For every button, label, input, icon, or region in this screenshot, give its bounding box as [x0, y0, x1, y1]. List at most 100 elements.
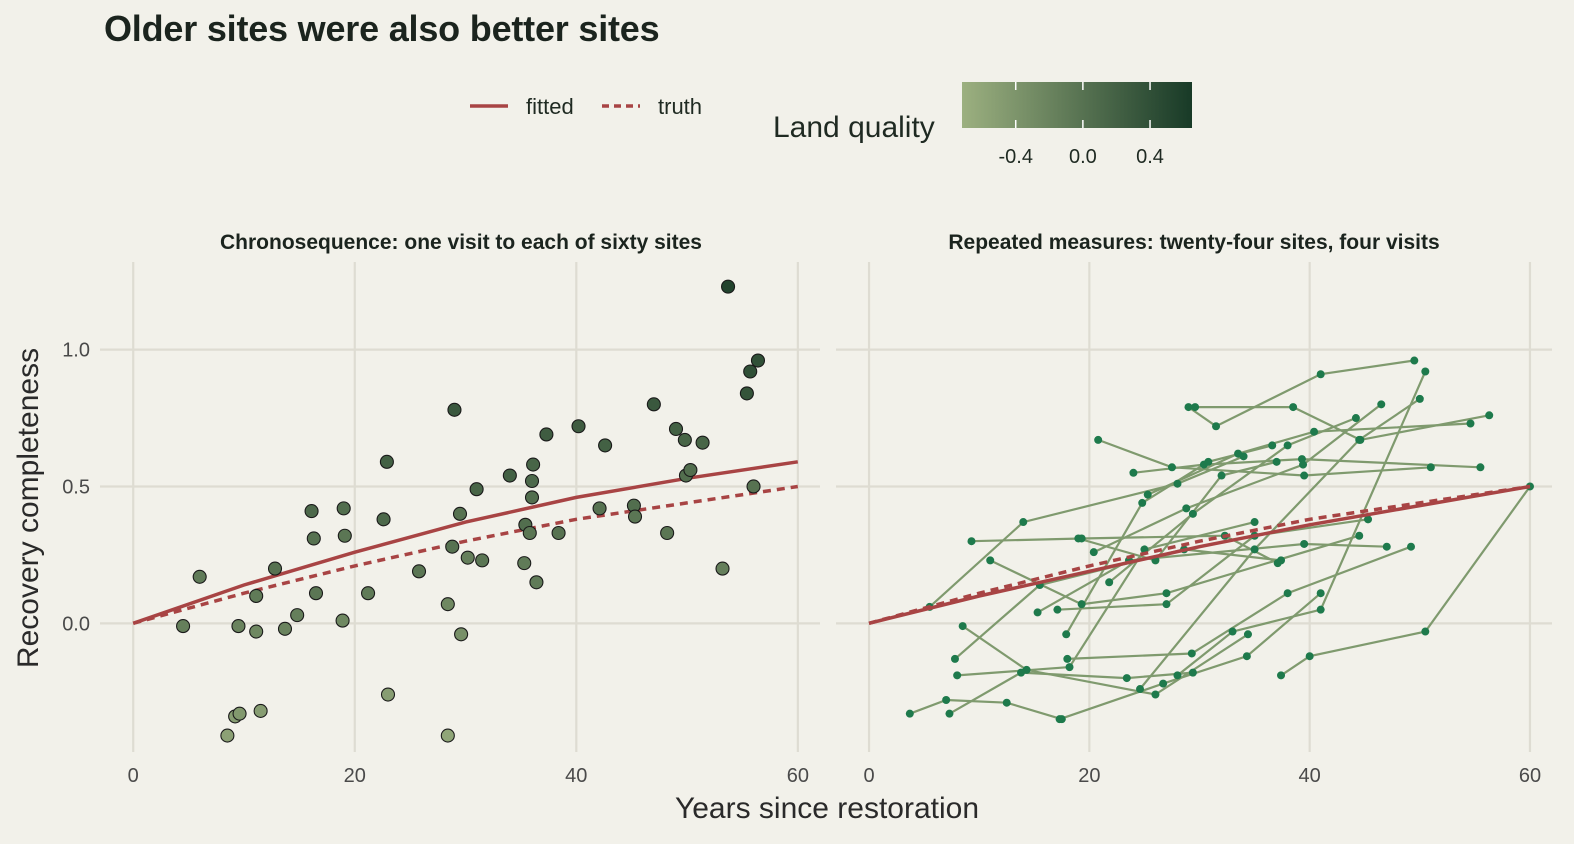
visit-point: [1065, 663, 1074, 672]
site-point: [746, 479, 761, 494]
site-trajectory: [962, 625, 1249, 696]
visit-point: [1184, 403, 1193, 412]
visit-point: [1476, 463, 1485, 472]
site-point: [646, 397, 661, 412]
visit-point: [1382, 542, 1391, 551]
site-point: [677, 432, 692, 447]
visit-point: [1167, 463, 1176, 472]
site-point: [440, 728, 455, 743]
site-point: [308, 586, 324, 601]
visit-point: [1074, 534, 1083, 543]
visit-point: [1316, 605, 1325, 614]
visit-point: [1421, 627, 1430, 636]
site-point: [721, 279, 736, 294]
site-point: [743, 364, 758, 379]
colorbar-legend: Land quality -0.4 0.0 0.4: [773, 82, 1192, 168]
visit-point: [1191, 403, 1200, 412]
site-trajectory: [1093, 403, 1382, 554]
site-point: [447, 402, 462, 417]
site-point: [524, 490, 540, 505]
visit-point: [967, 537, 976, 546]
visit-point: [1377, 400, 1386, 409]
visit-point: [1022, 665, 1031, 674]
visit-point: [1129, 468, 1138, 477]
visit-point: [1305, 652, 1314, 661]
site-point: [440, 597, 455, 612]
visit-point: [945, 709, 954, 718]
site-trajectory: [1037, 542, 1387, 614]
visit-point: [1136, 685, 1145, 694]
colorbar-title: Land quality: [773, 111, 935, 144]
x-tick-label: 40: [1299, 765, 1321, 787]
visit-point: [950, 654, 959, 663]
site-point: [231, 619, 246, 634]
site-point: [452, 506, 468, 521]
site-point: [522, 525, 537, 541]
visit-point: [1234, 449, 1243, 458]
site-point: [750, 353, 766, 368]
site-point: [695, 435, 710, 450]
site-trajectory: [1187, 359, 1415, 428]
panel-title: Chronosequence: one visit to each of six…: [220, 231, 702, 254]
visit-point: [1300, 471, 1309, 480]
visit-point: [1243, 630, 1252, 639]
visit-point: [1162, 600, 1171, 609]
visit-point: [1105, 578, 1114, 587]
visit-point: [1316, 589, 1325, 598]
visit-point: [1268, 441, 1277, 450]
x-tick-label: 0: [128, 765, 139, 787]
repeated-measures-panel: Repeated measures: twenty-four sites, fo…: [836, 231, 1552, 787]
site-point: [739, 386, 754, 401]
site-point: [411, 564, 427, 579]
visit-point: [1138, 498, 1147, 507]
site-trajectory: [1067, 545, 1412, 660]
visit-point: [1466, 419, 1475, 428]
visit-point: [1277, 671, 1286, 680]
site-point: [524, 473, 540, 489]
visit-point: [1173, 671, 1182, 680]
visit-point: [1019, 518, 1028, 527]
y-tick-label: 0.5: [62, 476, 90, 498]
panel-title: Repeated measures: twenty-four sites, fo…: [948, 231, 1439, 254]
site-point: [592, 501, 607, 516]
visit-point: [1289, 403, 1298, 412]
visit-point: [1283, 589, 1292, 598]
site-point: [267, 561, 283, 576]
visit-point: [1297, 455, 1306, 464]
truth-line: [132, 484, 799, 625]
visit-point: [1062, 630, 1071, 639]
visit-point: [1351, 414, 1360, 423]
site-point: [715, 561, 730, 576]
site-point: [306, 531, 321, 546]
visit-point: [1421, 367, 1430, 376]
site-point: [361, 586, 376, 601]
visit-point: [1122, 674, 1131, 683]
visit-point: [1162, 589, 1171, 598]
visit-point: [1151, 690, 1160, 699]
truth-line: [868, 484, 1531, 625]
site-trajectory: [1057, 518, 1369, 611]
site-trajectory: [1176, 371, 1427, 677]
visit-point: [1199, 460, 1208, 469]
site-point: [304, 504, 319, 519]
visit-point: [1426, 463, 1435, 472]
visit-point: [1355, 531, 1364, 540]
site-point: [379, 454, 394, 469]
visit-point: [1188, 509, 1197, 518]
visit-point: [986, 556, 995, 565]
visit-point: [942, 695, 951, 704]
site-trajectory: [948, 671, 1193, 715]
visit-point: [1077, 600, 1086, 609]
visit-point: [1187, 649, 1196, 658]
visit-point: [1415, 394, 1424, 403]
visit-point: [1053, 605, 1062, 614]
x-tick-label: 20: [344, 765, 366, 787]
site-point: [277, 621, 293, 636]
site-trajectory: [1097, 438, 1431, 477]
colorbar-gradient: [962, 82, 1192, 128]
visit-point: [1283, 441, 1292, 450]
site-point: [539, 427, 554, 442]
legend-truth-label: truth: [658, 94, 702, 119]
